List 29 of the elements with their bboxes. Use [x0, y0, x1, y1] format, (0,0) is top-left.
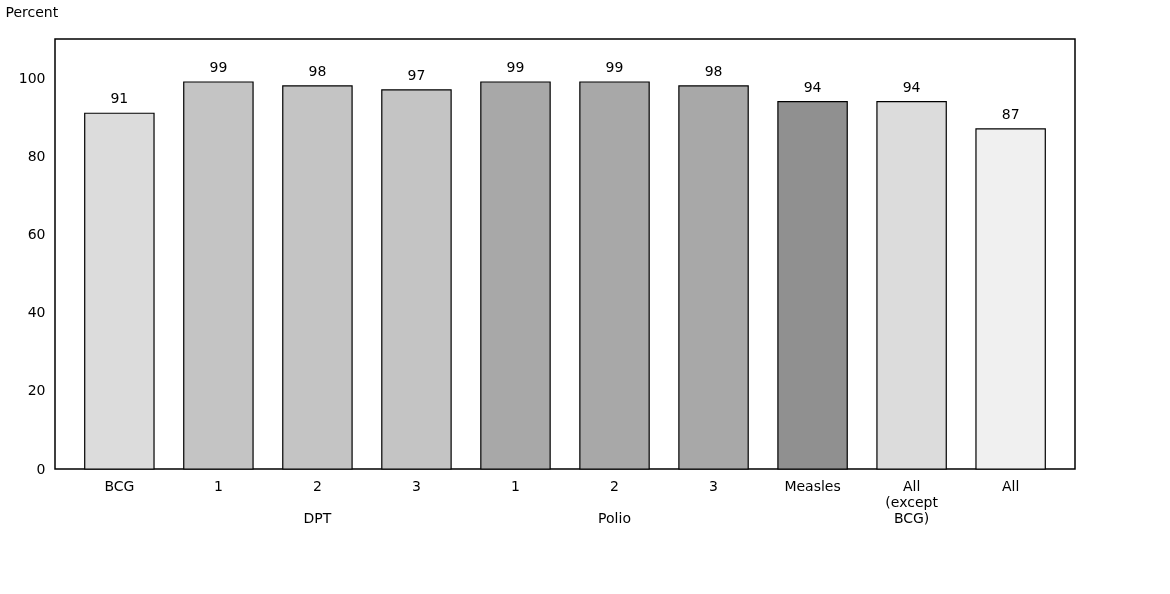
text: DPT [303, 510, 332, 526]
data-label: 97 [407, 66, 426, 83]
y-axis-title: Percent [5, 3, 59, 20]
x-tick-label: Measles [784, 477, 841, 494]
x-tick-label: 3 [709, 477, 718, 494]
data-label: 91 [110, 90, 129, 107]
y-tick-label: 40 [27, 304, 46, 321]
data-label: 98 [308, 62, 327, 79]
y-tick-label: 20 [27, 382, 46, 399]
data-label: 99 [209, 59, 228, 75]
x-tick-label: 2 [312, 477, 322, 494]
x-tick-label: BCG [104, 477, 135, 494]
x-tick-label: 2 [610, 477, 619, 494]
data-label: 94 [803, 78, 822, 95]
data-label: 94 [902, 78, 921, 95]
y-tick-label: 60 [27, 225, 46, 242]
data-label: 98 [704, 62, 723, 79]
x-tick-label: 1 [511, 477, 520, 494]
y-tick-label: 80 [27, 147, 46, 164]
data-label: 99 [605, 59, 624, 75]
text: Polio [598, 510, 631, 526]
x-tick-label: All [1001, 477, 1020, 494]
x-tick-label: All (except BCG) [885, 477, 939, 526]
data-label: 87 [1001, 105, 1020, 122]
y-tick-label: 0 [36, 460, 46, 477]
x-tick-label: 1 [213, 477, 223, 494]
y-tick-label: 100 [18, 69, 46, 86]
data-label: 99 [506, 59, 525, 75]
x-tick-label: 3 [412, 477, 421, 494]
